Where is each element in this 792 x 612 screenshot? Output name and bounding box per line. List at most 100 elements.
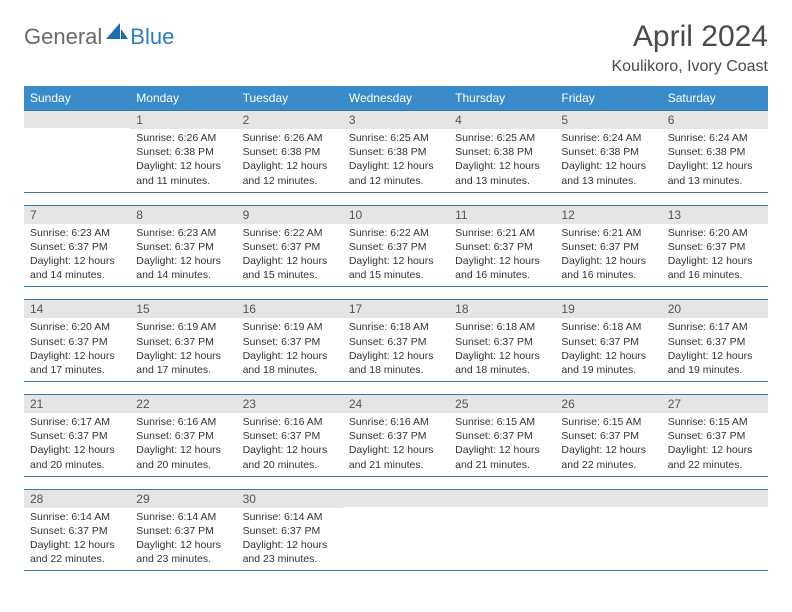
dow-sunday: Sunday (24, 86, 130, 110)
daylight-text: Daylight: 12 hours and 17 minutes. (30, 349, 124, 377)
day-cell: 14Sunrise: 6:20 AMSunset: 6:37 PMDayligh… (24, 300, 130, 381)
sunset-text: Sunset: 6:37 PM (561, 240, 655, 254)
sunrise-text: Sunrise: 6:18 AM (349, 320, 443, 334)
sunset-text: Sunset: 6:37 PM (455, 335, 549, 349)
dow-thursday: Thursday (449, 86, 555, 110)
sunset-text: Sunset: 6:37 PM (349, 335, 443, 349)
daylight-text: Daylight: 12 hours and 18 minutes. (455, 349, 549, 377)
day-info: Sunrise: 6:21 AMSunset: 6:37 PMDaylight:… (449, 224, 555, 287)
day-info: Sunrise: 6:16 AMSunset: 6:37 PMDaylight:… (130, 413, 236, 476)
day-info: Sunrise: 6:17 AMSunset: 6:37 PMDaylight:… (662, 318, 768, 381)
sunset-text: Sunset: 6:37 PM (243, 524, 337, 538)
day-info: Sunrise: 6:14 AMSunset: 6:37 PMDaylight:… (130, 508, 236, 571)
sunrise-text: Sunrise: 6:21 AM (455, 226, 549, 240)
day-info: Sunrise: 6:14 AMSunset: 6:37 PMDaylight:… (24, 508, 130, 571)
logo-text-general: General (24, 24, 102, 50)
daylight-text: Daylight: 12 hours and 18 minutes. (243, 349, 337, 377)
day-cell: 7Sunrise: 6:23 AMSunset: 6:37 PMDaylight… (24, 206, 130, 287)
sunset-text: Sunset: 6:37 PM (668, 240, 762, 254)
day-number: 25 (449, 395, 555, 413)
day-cell: 29Sunrise: 6:14 AMSunset: 6:37 PMDayligh… (130, 490, 236, 571)
sunrise-text: Sunrise: 6:19 AM (136, 320, 230, 334)
weeks-container: 1Sunrise: 6:26 AMSunset: 6:38 PMDaylight… (24, 110, 768, 571)
sunrise-text: Sunrise: 6:15 AM (668, 415, 762, 429)
sunset-text: Sunset: 6:38 PM (243, 145, 337, 159)
day-cell (662, 490, 768, 571)
sunset-text: Sunset: 6:37 PM (136, 429, 230, 443)
day-number: 21 (24, 395, 130, 413)
day-number: 11 (449, 206, 555, 224)
logo: General Blue (24, 24, 174, 50)
sunset-text: Sunset: 6:37 PM (30, 335, 124, 349)
week-row: 7Sunrise: 6:23 AMSunset: 6:37 PMDaylight… (24, 205, 768, 288)
sunrise-text: Sunrise: 6:23 AM (136, 226, 230, 240)
day-cell: 2Sunrise: 6:26 AMSunset: 6:38 PMDaylight… (237, 111, 343, 192)
day-info: Sunrise: 6:17 AMSunset: 6:37 PMDaylight:… (24, 413, 130, 476)
day-number: 29 (130, 490, 236, 508)
day-number: 9 (237, 206, 343, 224)
location: Koulikoro, Ivory Coast (611, 58, 768, 76)
dow-wednesday: Wednesday (343, 86, 449, 110)
day-cell: 25Sunrise: 6:15 AMSunset: 6:37 PMDayligh… (449, 395, 555, 476)
sunset-text: Sunset: 6:37 PM (455, 240, 549, 254)
day-info: Sunrise: 6:16 AMSunset: 6:37 PMDaylight:… (237, 413, 343, 476)
day-info: Sunrise: 6:24 AMSunset: 6:38 PMDaylight:… (555, 129, 661, 192)
day-number (24, 111, 130, 128)
sunset-text: Sunset: 6:37 PM (561, 429, 655, 443)
sunrise-text: Sunrise: 6:26 AM (243, 131, 337, 145)
day-cell: 16Sunrise: 6:19 AMSunset: 6:37 PMDayligh… (237, 300, 343, 381)
daylight-text: Daylight: 12 hours and 13 minutes. (668, 159, 762, 187)
day-cell: 13Sunrise: 6:20 AMSunset: 6:37 PMDayligh… (662, 206, 768, 287)
sunrise-text: Sunrise: 6:17 AM (668, 320, 762, 334)
week-row: 14Sunrise: 6:20 AMSunset: 6:37 PMDayligh… (24, 299, 768, 382)
week-row: 28Sunrise: 6:14 AMSunset: 6:37 PMDayligh… (24, 489, 768, 572)
sunrise-text: Sunrise: 6:14 AM (136, 510, 230, 524)
day-cell: 6Sunrise: 6:24 AMSunset: 6:38 PMDaylight… (662, 111, 768, 192)
logo-sail-icon (106, 23, 128, 46)
sunrise-text: Sunrise: 6:25 AM (455, 131, 549, 145)
day-number: 27 (662, 395, 768, 413)
sunset-text: Sunset: 6:37 PM (30, 240, 124, 254)
daylight-text: Daylight: 12 hours and 20 minutes. (30, 443, 124, 471)
dow-row: Sunday Monday Tuesday Wednesday Thursday… (24, 86, 768, 110)
dow-monday: Monday (130, 86, 236, 110)
day-cell: 18Sunrise: 6:18 AMSunset: 6:37 PMDayligh… (449, 300, 555, 381)
day-number: 16 (237, 300, 343, 318)
day-info: Sunrise: 6:14 AMSunset: 6:37 PMDaylight:… (237, 508, 343, 571)
day-cell: 9Sunrise: 6:22 AMSunset: 6:37 PMDaylight… (237, 206, 343, 287)
day-number: 15 (130, 300, 236, 318)
day-info: Sunrise: 6:22 AMSunset: 6:37 PMDaylight:… (237, 224, 343, 287)
daylight-text: Daylight: 12 hours and 14 minutes. (30, 254, 124, 282)
day-number: 5 (555, 111, 661, 129)
day-number: 1 (130, 111, 236, 129)
sunset-text: Sunset: 6:37 PM (136, 524, 230, 538)
day-info (555, 507, 661, 565)
day-info: Sunrise: 6:18 AMSunset: 6:37 PMDaylight:… (343, 318, 449, 381)
day-cell: 20Sunrise: 6:17 AMSunset: 6:37 PMDayligh… (662, 300, 768, 381)
sunset-text: Sunset: 6:37 PM (349, 429, 443, 443)
day-number: 6 (662, 111, 768, 129)
sunrise-text: Sunrise: 6:21 AM (561, 226, 655, 240)
sunset-text: Sunset: 6:37 PM (30, 429, 124, 443)
sunrise-text: Sunrise: 6:26 AM (136, 131, 230, 145)
dow-saturday: Saturday (662, 86, 768, 110)
daylight-text: Daylight: 12 hours and 20 minutes. (136, 443, 230, 471)
day-number (449, 490, 555, 507)
sunrise-text: Sunrise: 6:24 AM (668, 131, 762, 145)
sunset-text: Sunset: 6:37 PM (136, 240, 230, 254)
sunrise-text: Sunrise: 6:16 AM (349, 415, 443, 429)
sunset-text: Sunset: 6:38 PM (455, 145, 549, 159)
daylight-text: Daylight: 12 hours and 19 minutes. (668, 349, 762, 377)
day-number: 22 (130, 395, 236, 413)
daylight-text: Daylight: 12 hours and 13 minutes. (561, 159, 655, 187)
day-cell: 21Sunrise: 6:17 AMSunset: 6:37 PMDayligh… (24, 395, 130, 476)
daylight-text: Daylight: 12 hours and 16 minutes. (561, 254, 655, 282)
day-info: Sunrise: 6:16 AMSunset: 6:37 PMDaylight:… (343, 413, 449, 476)
daylight-text: Daylight: 12 hours and 12 minutes. (243, 159, 337, 187)
sunrise-text: Sunrise: 6:23 AM (30, 226, 124, 240)
sunset-text: Sunset: 6:37 PM (349, 240, 443, 254)
daylight-text: Daylight: 12 hours and 11 minutes. (136, 159, 230, 187)
day-info: Sunrise: 6:18 AMSunset: 6:37 PMDaylight:… (449, 318, 555, 381)
daylight-text: Daylight: 12 hours and 21 minutes. (349, 443, 443, 471)
day-number: 18 (449, 300, 555, 318)
